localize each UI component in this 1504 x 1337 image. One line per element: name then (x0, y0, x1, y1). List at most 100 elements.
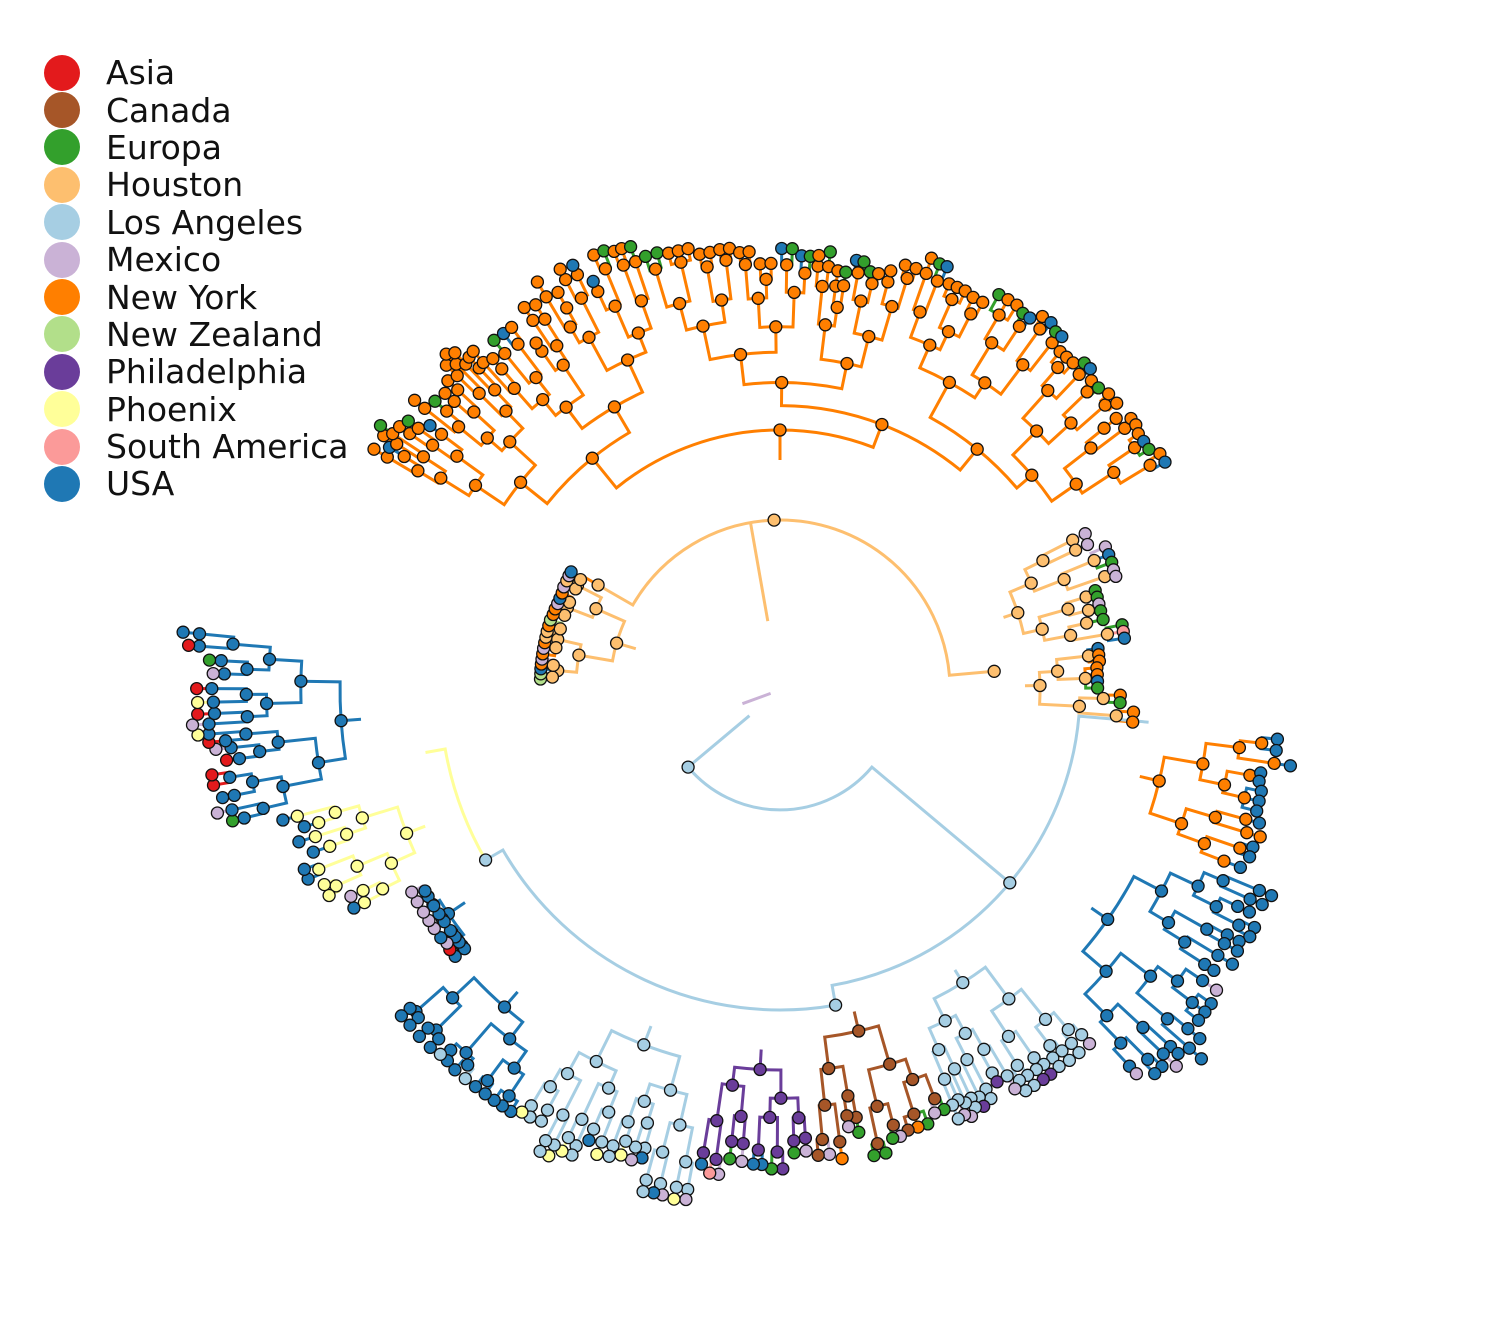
tree-node (1096, 691, 1110, 706)
tree-node (1025, 468, 1039, 482)
tree-node (499, 404, 513, 418)
tree-node (798, 1131, 813, 1145)
tree-node (1023, 311, 1037, 325)
tree-node (753, 1062, 767, 1077)
tree-node (634, 294, 649, 308)
tree-node (344, 889, 358, 904)
tree-branch (976, 448, 1033, 491)
tree-node (1216, 874, 1230, 888)
tree-node (1003, 876, 1017, 890)
tree-node (561, 1130, 576, 1145)
tree-node (1255, 897, 1269, 912)
tree-node (628, 1140, 643, 1154)
tree-node (214, 654, 228, 668)
tree-branch (587, 336, 629, 373)
tree-node (852, 1024, 866, 1038)
tree-node (822, 1147, 837, 1161)
tree-node (1231, 899, 1245, 914)
tree-node (879, 1146, 893, 1160)
tree-node (1160, 1012, 1175, 1026)
tree-node (818, 318, 832, 332)
tree-node (451, 383, 465, 397)
tree-node (411, 464, 425, 478)
tree-node (438, 386, 452, 400)
tree-node (621, 1115, 635, 1129)
tree-branch (594, 1028, 645, 1063)
tree-node (225, 814, 240, 828)
tree-node (185, 718, 200, 732)
tree-node (875, 417, 889, 432)
tree-node (1209, 900, 1223, 914)
tree-node (990, 1075, 1004, 1089)
tree-node (620, 353, 635, 367)
tree-node (1055, 1044, 1069, 1058)
tree-node (840, 1109, 854, 1123)
tree-node (526, 313, 540, 328)
tree-node (1052, 1059, 1066, 1074)
tree-node (1002, 992, 1016, 1006)
tree-node (239, 727, 253, 741)
tree-nodes (176, 240, 1298, 1207)
tree-node (1043, 1038, 1057, 1053)
tree-node (1016, 358, 1030, 372)
tree-node (574, 291, 589, 305)
tree-node (1209, 983, 1224, 997)
tree-node (1239, 812, 1253, 826)
tree-node (1255, 736, 1269, 750)
tree-node (416, 905, 431, 919)
tree-node (399, 826, 414, 840)
tree-node (1064, 416, 1078, 430)
tree-node (1198, 957, 1212, 972)
tree-node (673, 1118, 687, 1132)
tree-node (774, 1091, 788, 1105)
tree-node (773, 423, 787, 437)
tree-node (367, 442, 381, 456)
tree-node (940, 260, 954, 274)
tree-node (1143, 458, 1157, 472)
tree-node (1191, 1013, 1206, 1027)
tree-node (448, 1063, 462, 1077)
tree-node (601, 1081, 616, 1095)
legend-label-los-angeles: Los Angeles (106, 202, 304, 242)
tree-node (507, 1061, 521, 1075)
tree-node (558, 272, 573, 287)
tree-node (1232, 918, 1246, 932)
tree-node (412, 1029, 427, 1044)
tree-node (1038, 1012, 1053, 1027)
tree-node (1152, 774, 1166, 788)
tree-node (545, 670, 560, 684)
tree-node (835, 1152, 849, 1166)
tree-branches (182, 246, 1291, 1200)
tree-node (1010, 1058, 1024, 1073)
tree-branch (686, 764, 1011, 884)
tree-node (480, 1073, 495, 1088)
tree-node (487, 333, 501, 347)
tree-branch (779, 382, 883, 426)
tree-node (764, 256, 778, 271)
tree-node (1097, 421, 1111, 435)
tree-node (1011, 606, 1025, 620)
tree-node (1072, 699, 1087, 713)
tree-node (992, 308, 1006, 322)
tree-node (798, 266, 812, 280)
tree-node (207, 706, 222, 721)
tree-node (511, 337, 525, 351)
tree-node (709, 1152, 723, 1167)
tree-node (433, 1047, 448, 1061)
tree-node (823, 245, 837, 259)
tree-node (945, 292, 959, 307)
tree-node (443, 923, 458, 938)
tree-node (253, 744, 267, 759)
tree-node (1174, 817, 1189, 831)
tree-node (608, 299, 622, 313)
tree-node (448, 346, 462, 360)
tree-node (1242, 905, 1257, 919)
legend-item-los-angeles: Los Angeles (44, 204, 349, 241)
tree-node (987, 664, 1001, 678)
tree-node (886, 1131, 900, 1145)
tree-branch (1157, 755, 1204, 782)
tree-node (434, 427, 449, 441)
tree-node (181, 638, 196, 652)
tree-node (1033, 678, 1047, 693)
tree-node (839, 265, 853, 279)
